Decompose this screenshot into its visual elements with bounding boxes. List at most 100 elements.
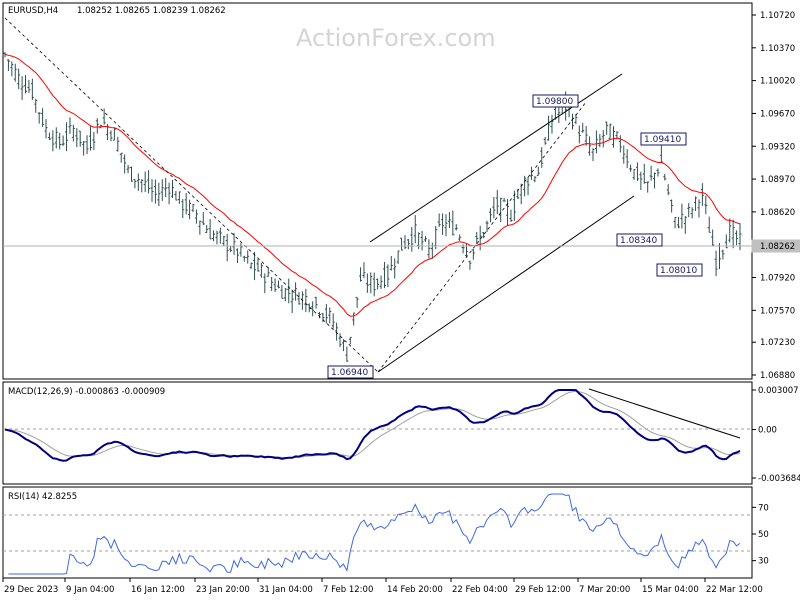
- ohlc-bar: [102, 108, 106, 125]
- ohlc-bar: [653, 172, 657, 189]
- ohlc-bar: [256, 258, 260, 272]
- ohlc-bar: [512, 190, 516, 221]
- price-tick-label: 1.07920: [760, 274, 795, 284]
- ohlc-bar: [188, 199, 192, 220]
- ohlc-bar: [629, 164, 633, 172]
- ohlc-bar: [294, 282, 298, 301]
- ohlc-bar: [485, 220, 489, 233]
- ohlc-bar: [112, 127, 116, 141]
- ohlc-bar: [444, 214, 448, 237]
- ohlc-bar: [95, 118, 99, 134]
- ohlc-bar: [311, 301, 315, 317]
- ohlc-bar: [690, 207, 694, 219]
- annotation-text: 1.08340: [620, 236, 657, 246]
- label-high-2: 1.09410: [640, 132, 687, 146]
- ohlc-bar: [143, 171, 147, 193]
- ohlc-bar: [123, 154, 127, 174]
- price-tick-label: 1.10020: [760, 77, 795, 87]
- ohlc-bar: [417, 232, 421, 250]
- time-tick-label: 16 Jan 12:00: [131, 585, 185, 595]
- ohlc-bar: [714, 250, 718, 277]
- macd-axis: 0.003007 0.00 -0.003684: [752, 386, 800, 484]
- ohlc-bar: [670, 199, 674, 213]
- ohlc-bar: [389, 255, 393, 271]
- rsi-path: [8, 493, 741, 575]
- ohlc-bar: [437, 213, 441, 227]
- ohlc-bar: [612, 126, 616, 148]
- ohlc-bar: [17, 68, 21, 90]
- label-low-3: 1.08010: [656, 263, 703, 277]
- ohlc-bar: [533, 176, 537, 183]
- ohlc-bar: [338, 333, 342, 348]
- ohlc-bar: [30, 78, 34, 101]
- ohlc-bar: [13, 63, 17, 82]
- time-tick-label: 22 Mar 12:00: [706, 585, 763, 595]
- ohlc-bar: [506, 199, 510, 226]
- ohlc-bar: [160, 179, 164, 201]
- ohlc-bar: [591, 148, 595, 161]
- label-low-2: 1.08340: [616, 233, 663, 247]
- ohlc-bar: [659, 144, 663, 163]
- price-tick-label: 1.10370: [760, 44, 795, 54]
- ohlc-bar: [406, 238, 410, 250]
- ohlc-bar: [273, 278, 277, 292]
- ohlc-bar: [335, 322, 339, 341]
- time-axis: 29 Dec 2023 9 Jan 04:00 16 Jan 12:00 23 Jan…: [2, 578, 763, 595]
- ohlc-bar: [328, 307, 332, 324]
- ohlc-bar: [488, 208, 492, 223]
- rsi-line: [8, 493, 741, 575]
- ohlc-bar: [44, 119, 48, 139]
- rsi-tick-label: 70: [758, 503, 769, 513]
- ohlc-bar: [423, 236, 427, 242]
- ohlc-bar: [27, 79, 31, 93]
- time-tick-label: 31 Jan 04:00: [259, 585, 313, 595]
- current-price-text: 1.08262: [760, 242, 795, 252]
- ohlc-bar: [140, 179, 144, 193]
- ohlc-bar: [54, 127, 58, 149]
- ohlc-bar: [191, 203, 195, 213]
- ohlc-bar: [324, 304, 328, 324]
- price-tick-label: 1.06880: [760, 371, 795, 381]
- ohlc-bar: [495, 189, 499, 215]
- ohlc-bar: [253, 252, 257, 281]
- ohlc-bar: [109, 130, 113, 142]
- ohlc-bar: [280, 284, 284, 299]
- ohlc-bar: [697, 199, 701, 218]
- ohlc-bar: [594, 130, 598, 154]
- ohlc-bar: [34, 98, 38, 113]
- ohlc-bar: [297, 292, 301, 305]
- ohlc-bar: [365, 273, 369, 293]
- lower-channel-line: [377, 195, 635, 373]
- time-tick-label: 29 Dec 2023: [4, 585, 58, 595]
- ohlc-bar: [574, 114, 578, 125]
- ohlc-bar: [263, 273, 267, 294]
- rsi-panel: [2, 486, 753, 579]
- ohlc-bar: [451, 210, 455, 236]
- ohlc-bar: [519, 183, 523, 205]
- ohlc-bar: [403, 235, 407, 249]
- ohlc-bar: [540, 147, 544, 168]
- ohlc-bar: [259, 263, 263, 278]
- ohlc-bar: [441, 213, 445, 235]
- annotation-text: 1.09800: [536, 97, 573, 107]
- ohlc-bar: [266, 266, 270, 277]
- ohlc-bar: [550, 114, 554, 134]
- ohlc-bar: [242, 255, 246, 262]
- ohlc-bar: [570, 113, 574, 130]
- ohlc-bar: [116, 136, 120, 152]
- price-panel: [2, 2, 753, 380]
- time-tick-label: 14 Feb 20:00: [387, 585, 443, 595]
- ohlc-bar: [82, 140, 86, 156]
- ohlc-bar: [700, 183, 704, 206]
- annotation-text: 1.09410: [644, 135, 681, 145]
- price-tick-label: 1.07230: [760, 338, 795, 348]
- ohlc-bar: [694, 196, 698, 212]
- rsi-tick-label: 50: [758, 530, 769, 540]
- ohlc-bar: [711, 229, 715, 246]
- ohlc-bar: [150, 179, 154, 202]
- ohlc-values: 1.08252 1.08265 1.08239 1.08262: [77, 6, 226, 16]
- ohlc-bar: [721, 249, 725, 260]
- ohlc-bar: [608, 123, 612, 139]
- ohlc-bar: [410, 226, 414, 252]
- ohlc-bar: [529, 166, 533, 180]
